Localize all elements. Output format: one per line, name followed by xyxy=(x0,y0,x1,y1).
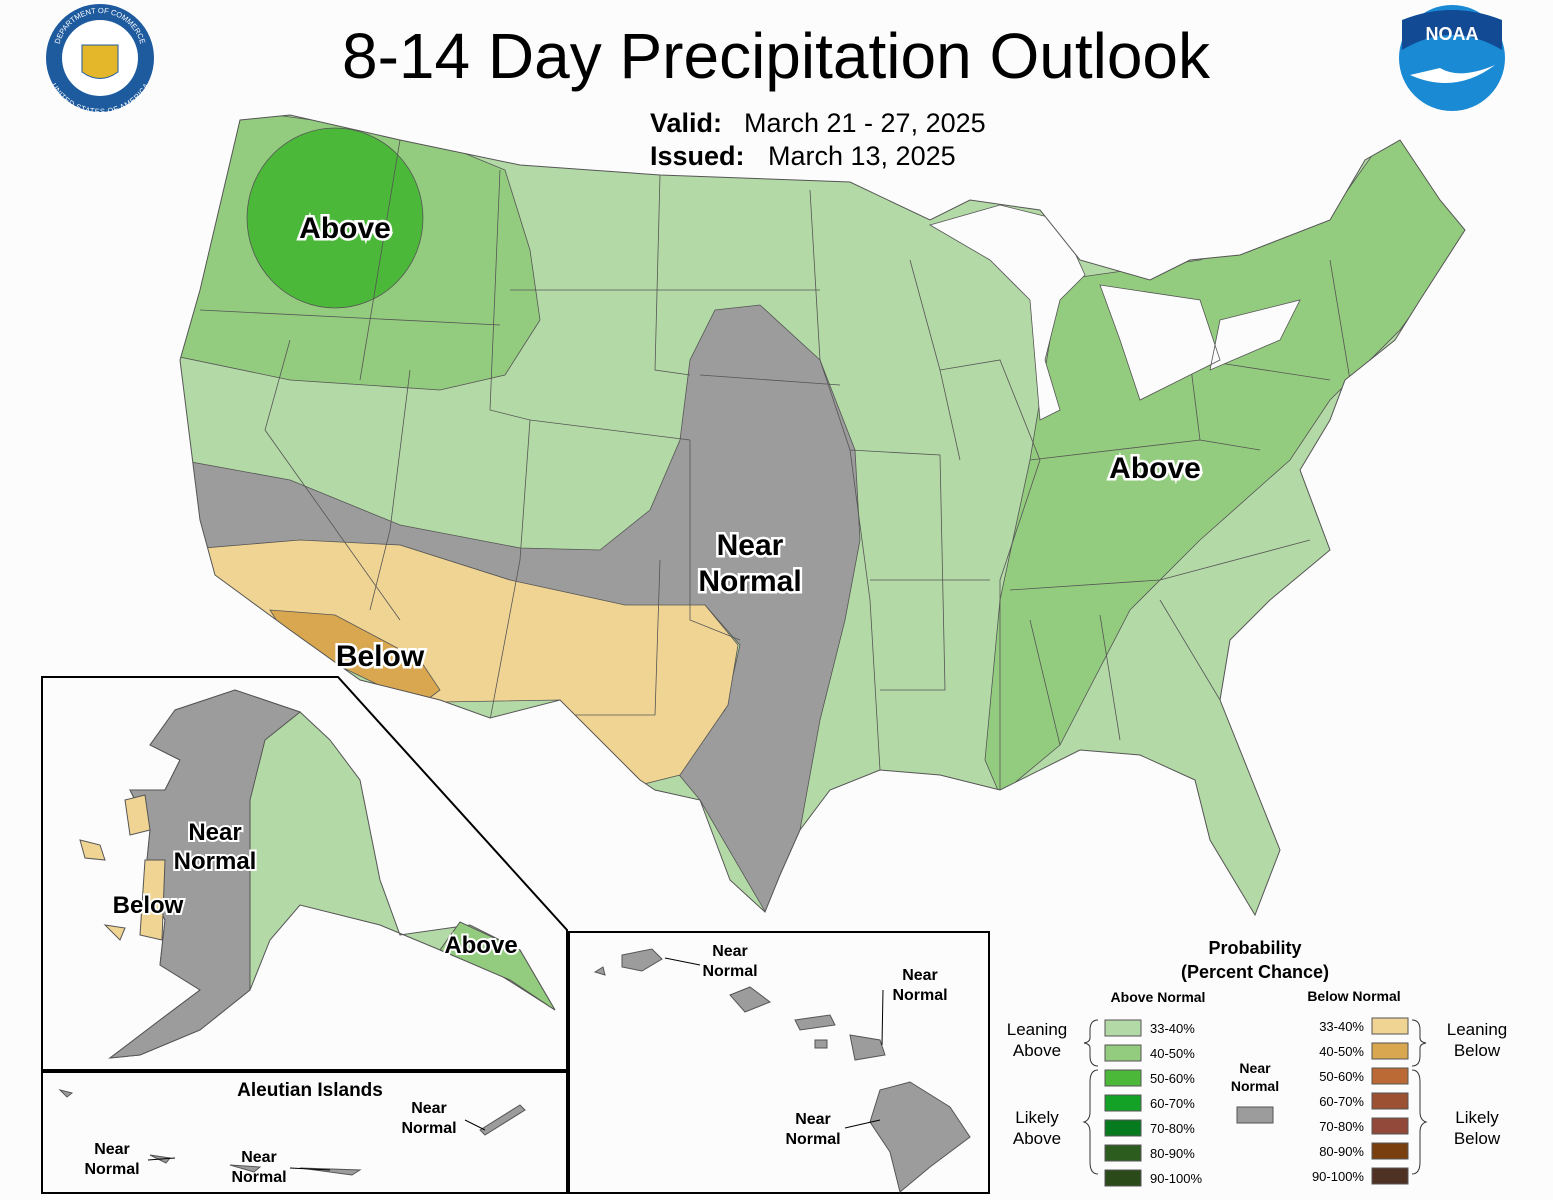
noaa-logo: NOAA xyxy=(1399,5,1505,111)
legend-swatch xyxy=(1104,1119,1142,1137)
legend-swatch xyxy=(1371,1042,1409,1060)
legend-swatch xyxy=(1371,1117,1409,1135)
legend: Probability (Percent Chance) Above Norma… xyxy=(1007,938,1508,1187)
map-label: Normal xyxy=(231,1169,286,1186)
map-label: Normal xyxy=(84,1161,139,1178)
legend-swatch xyxy=(1371,1167,1409,1185)
legend-group: Likely xyxy=(1455,1108,1499,1127)
commerce-seal: DEPARTMENT OF COMMERCE UNITED STATES OF … xyxy=(46,4,154,116)
valid-date: March 21 - 27, 2025 xyxy=(744,108,986,138)
legend-swatch xyxy=(1236,1106,1274,1124)
legend-near: Normal xyxy=(1231,1078,1279,1094)
legend-group: Likely xyxy=(1015,1108,1059,1127)
legend-range: 70-80% xyxy=(1150,1121,1195,1136)
map-label: Below xyxy=(113,892,184,919)
legend-group: Above xyxy=(1013,1129,1061,1148)
map-label: Above xyxy=(299,212,391,245)
legend-range: 50-60% xyxy=(1319,1069,1364,1084)
legend-swatch xyxy=(1104,1019,1142,1037)
map-label: Near xyxy=(411,1100,447,1117)
legend-title: (Percent Chance) xyxy=(1181,962,1329,982)
map-label: Above xyxy=(1109,452,1201,485)
map-label: Normal xyxy=(401,1120,456,1137)
map-label: Near xyxy=(795,1111,831,1128)
legend-swatch xyxy=(1104,1069,1142,1087)
legend-range: 90-100% xyxy=(1150,1171,1202,1186)
legend-swatch xyxy=(1104,1169,1142,1187)
issued-label: Issued: xyxy=(650,141,745,171)
map-label: Near xyxy=(188,819,241,846)
noaa-text: NOAA xyxy=(1426,24,1479,44)
map-label: Near xyxy=(94,1141,130,1158)
legend-range: 40-50% xyxy=(1150,1046,1195,1061)
legend-header: Above Normal xyxy=(1111,989,1206,1005)
aleutian-inset: Aleutian Islands Near Normal Near Normal… xyxy=(41,1071,568,1194)
legend-range: 33-40% xyxy=(1150,1021,1195,1036)
map-label: Below xyxy=(336,640,425,673)
legend-title: Probability xyxy=(1208,938,1301,958)
legend-group: Leaning xyxy=(1007,1020,1068,1039)
legend-range: 60-70% xyxy=(1319,1094,1364,1109)
map-label: Near xyxy=(717,529,784,562)
map-label: Normal xyxy=(785,1131,840,1148)
legend-group: Leaning xyxy=(1447,1020,1508,1039)
map-label: Normal xyxy=(702,963,757,980)
map-label: Near xyxy=(241,1149,277,1166)
legend-swatch xyxy=(1371,1067,1409,1085)
legend-range: 80-90% xyxy=(1319,1144,1364,1159)
map-label: Normal xyxy=(698,565,801,598)
legend-near: Near xyxy=(1239,1060,1271,1076)
alaska-inset: Near Normal Below Above xyxy=(41,676,568,1071)
legend-range: 50-60% xyxy=(1150,1071,1195,1086)
map-label: Near xyxy=(712,943,748,960)
issued-date: March 13, 2025 xyxy=(768,141,956,171)
map-label: Normal xyxy=(892,987,947,1004)
legend-swatch xyxy=(1104,1094,1142,1112)
conus-outline xyxy=(179,114,1466,917)
legend-header: Below Normal xyxy=(1307,988,1400,1004)
legend-swatch xyxy=(1371,1092,1409,1110)
legend-swatch xyxy=(1104,1044,1142,1062)
valid-label: Valid: xyxy=(650,108,722,138)
map-label: Normal xyxy=(174,848,257,875)
legend-group: Above xyxy=(1013,1041,1061,1060)
map-label: Near xyxy=(902,967,938,984)
legend-range: 70-80% xyxy=(1319,1119,1364,1134)
legend-range: 33-40% xyxy=(1319,1019,1364,1034)
legend-range: 40-50% xyxy=(1319,1044,1364,1059)
hawaii-inset: Near Normal Near Normal Near Normal xyxy=(568,931,990,1194)
legend-range: 60-70% xyxy=(1150,1096,1195,1111)
legend-swatch xyxy=(1371,1017,1409,1035)
legend-group: Below xyxy=(1454,1129,1501,1148)
legend-swatch xyxy=(1371,1142,1409,1160)
aleutian-title: Aleutian Islands xyxy=(237,1080,383,1101)
legend-range: 80-90% xyxy=(1150,1146,1195,1161)
map-label: Above xyxy=(444,932,517,959)
title: 8-14 Day Precipitation Outlook xyxy=(342,20,1211,92)
legend-swatch xyxy=(1104,1144,1142,1162)
legend-group: Below xyxy=(1454,1041,1501,1060)
legend-range: 90-100% xyxy=(1312,1169,1364,1184)
